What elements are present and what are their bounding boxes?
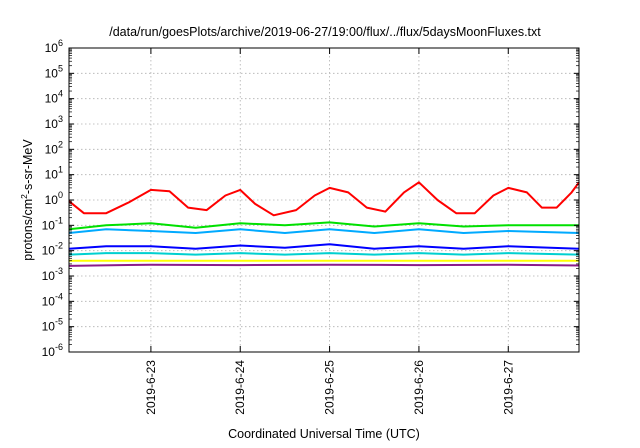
series-line-5 (68, 252, 580, 256)
x-tick-label: 2019-6-25 (323, 360, 337, 415)
y-tick-label: 10-3 (42, 266, 63, 283)
y-tick-label: 101 (45, 165, 63, 182)
y-tick-label: 102 (45, 139, 63, 156)
grid-lines (69, 48, 579, 352)
y-tick-label: 103 (45, 114, 63, 131)
x-axis-ticks: 2019-6-23 2019-6-24 2019-6-25 2019-6-26 2019… (144, 48, 515, 415)
y-tick-label: 105 (45, 63, 63, 80)
x-tick-label: 2019-6-24 (233, 360, 247, 415)
y-tick-label: 10-4 (42, 291, 63, 308)
x-axis-label: Coordinated Universal Time (UTC) (228, 427, 420, 441)
y-axis-label: protons/cm2-s-sr-MeV (19, 139, 35, 261)
x-tick-label: 2019-6-23 (144, 360, 158, 415)
x-tick-label: 2019-6-27 (501, 360, 515, 415)
y-tick-label: 106 (45, 38, 63, 55)
y-tick-label: 10-2 (42, 241, 63, 258)
series-line-2 (68, 221, 579, 231)
y-tick-label: 100 (45, 190, 63, 207)
y-tick-label: 10-1 (42, 215, 63, 232)
series-line-1 (68, 181, 580, 217)
series-line-7 (68, 263, 580, 267)
x-tick-label: 2019-6-26 (412, 360, 426, 415)
y-tick-label: 10-6 (42, 342, 63, 359)
series-line-3 (68, 228, 580, 234)
series-group (68, 181, 580, 267)
series-line-4 (68, 243, 580, 250)
y-tick-label: 104 (45, 89, 63, 106)
plot-frame (68, 47, 580, 353)
y-tick-label: 10-5 (42, 317, 63, 334)
chart-title: /data/run/goesPlots/archive/2019-06-27/1… (109, 25, 541, 39)
